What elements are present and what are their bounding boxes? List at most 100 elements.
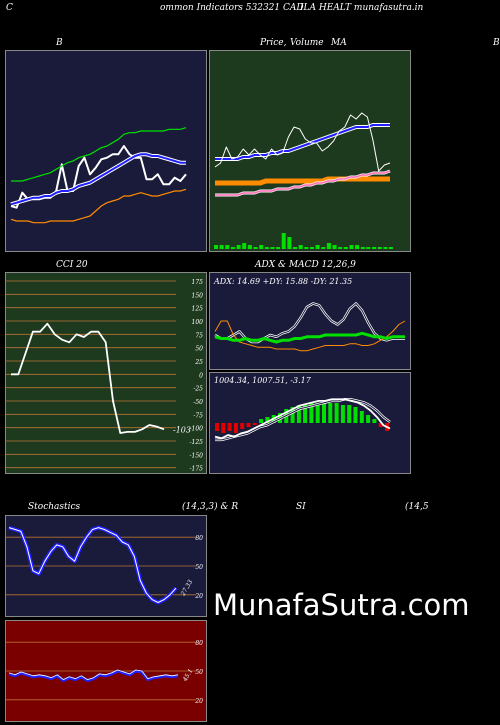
watermark: MunafaSutra.com: [213, 588, 470, 622]
rsi-tick-label: 50: [195, 669, 203, 676]
cci-tick-label: 25: [194, 359, 203, 366]
cci-last-value: -103: [173, 425, 191, 434]
cci-panel: 175 150 125 100 75 50 25 0 -25 -50 -75 -100 -125 -150…: [5, 272, 207, 474]
stochastics-panel: 80 50 20 27.33: [5, 515, 207, 617]
volume-bar: [377, 247, 382, 249]
stoch-k-line: [8, 525, 178, 605]
stoch-d-line: [8, 527, 177, 603]
volume-bar: [247, 245, 252, 249]
rsi-white-line: [8, 669, 179, 680]
header-left-letter: C: [6, 3, 13, 13]
volume-bar: [253, 247, 258, 249]
macd-histogram-bar: [221, 423, 226, 433]
volume-bar: [315, 245, 320, 249]
volume-bar: [349, 245, 354, 249]
label-bollinger: B: [56, 38, 63, 48]
volume-bar: [343, 247, 348, 249]
stoch-tick-label: 80: [195, 535, 203, 542]
volume-bar: [287, 237, 292, 249]
volume-bar: [242, 243, 247, 249]
macd-histogram-bar: [309, 403, 314, 423]
label-price: Price,: [260, 38, 287, 48]
cci-tick-label: -175: [190, 466, 204, 473]
adx-orange-line: [214, 320, 406, 352]
stoch-tick-label: 20: [194, 593, 203, 600]
label-stoch-params: (14,3,3) & R: [182, 502, 239, 512]
macd-histogram-bar: [259, 419, 264, 423]
cci-tick-label: -25: [193, 386, 203, 393]
volume-bar: [389, 247, 393, 249]
macd-histogram-bar: [366, 415, 371, 423]
cci-tick-label: -75: [193, 412, 203, 419]
cci-tick-label: 125: [192, 306, 204, 313]
volume-bar: [372, 247, 377, 249]
rsi-tick-label: 80: [195, 640, 203, 647]
macd-histogram-bar: [227, 423, 232, 431]
cci-tick-label: 75: [195, 332, 203, 339]
ma-blue-line: [215, 124, 390, 160]
macd-histogram-bar: [265, 417, 270, 423]
macd-line: [214, 398, 391, 440]
macd-histogram-bar: [322, 403, 326, 423]
volume-bar: [338, 247, 343, 249]
volume-bar: [332, 245, 337, 249]
volume-bar: [298, 245, 303, 249]
bb-upper-line: [11, 127, 187, 182]
volume-bar: [360, 247, 365, 249]
cci-tick-label: 100: [192, 319, 204, 326]
bb-mid-line: [10, 153, 186, 206]
macd-histogram-bar: [246, 423, 251, 427]
rsi-chart: 80 50 20 45.1: [6, 640, 203, 705]
label-si: SI: [296, 502, 306, 512]
cci-chart: 175 150 125 100 75 50 25 0 -25 -50 -75 -100 -125 -150…: [6, 279, 204, 473]
volume-bar: [270, 247, 275, 249]
cci-line: [11, 322, 165, 434]
volume-bar: [214, 245, 218, 249]
volume-bar: [326, 243, 331, 249]
cci-tick-label: 0: [199, 372, 203, 379]
adx-chart: ADX: 14.69 +DY: 15.88 -DY: 21.35: [213, 277, 406, 352]
cci-tick-label: -50: [193, 399, 203, 406]
macd-signal-core: [215, 398, 391, 441]
macd-histogram-bar: [328, 403, 333, 423]
volume-bar: [276, 247, 281, 249]
macd-histogram-bar: [334, 403, 339, 423]
rsi-last-value: 45.1: [181, 668, 194, 684]
volume-bar: [310, 247, 314, 249]
cci-tick-label: -100: [190, 426, 204, 433]
label-edge: B: [493, 38, 500, 48]
label-cci: CCI 20: [56, 260, 88, 270]
volume-bar: [383, 247, 388, 249]
ma-orange-line: [215, 176, 390, 186]
macd-panel: 1004.34, 1007.51, -3.17: [209, 372, 411, 474]
cci-tick-label: 150: [192, 292, 204, 299]
macd-histogram-bar: [378, 423, 383, 427]
volume-bar: [236, 245, 241, 249]
label-adx-macd: ADX & MACD 12,26,9: [255, 260, 356, 270]
label-si-params: (14,5: [405, 502, 429, 512]
price-line: [214, 112, 391, 172]
adx-values-label: ADX: 14.69 +DY: 15.88 -DY: 21.35: [213, 277, 352, 286]
ma-blue-halo: [215, 123, 390, 161]
macd-histogram-bar: [353, 407, 358, 423]
macd-histogram-bar: [347, 405, 352, 423]
stoch-tick-label: 50: [195, 564, 203, 571]
adx-green-line: [214, 331, 405, 344]
volume-bar: [366, 247, 371, 249]
price-panel: [209, 50, 411, 252]
rsi-blue-line: [8, 669, 179, 683]
macd-values-label: 1004.34, 1007.51, -3.17: [214, 376, 312, 385]
rsi-panel: 80 50 20 45.1: [5, 620, 207, 722]
cci-tick-label: -150: [190, 452, 204, 459]
volume-bar: [219, 245, 224, 249]
macd-histogram-bar: [372, 419, 377, 423]
adx-panel: ADX: 14.69 +DY: 15.88 -DY: 21.35: [209, 272, 411, 370]
label-stochastics: Stochastics: [28, 502, 81, 512]
rsi-tick-label: 20: [194, 698, 203, 705]
macd-histogram-bar: [252, 423, 257, 425]
macd-histogram-bar: [303, 405, 308, 423]
header-title: ommon Indicators 532321 CAD: [160, 3, 304, 13]
macd-histogram-bar: [315, 403, 320, 423]
cci-tick-label: -125: [190, 439, 204, 446]
